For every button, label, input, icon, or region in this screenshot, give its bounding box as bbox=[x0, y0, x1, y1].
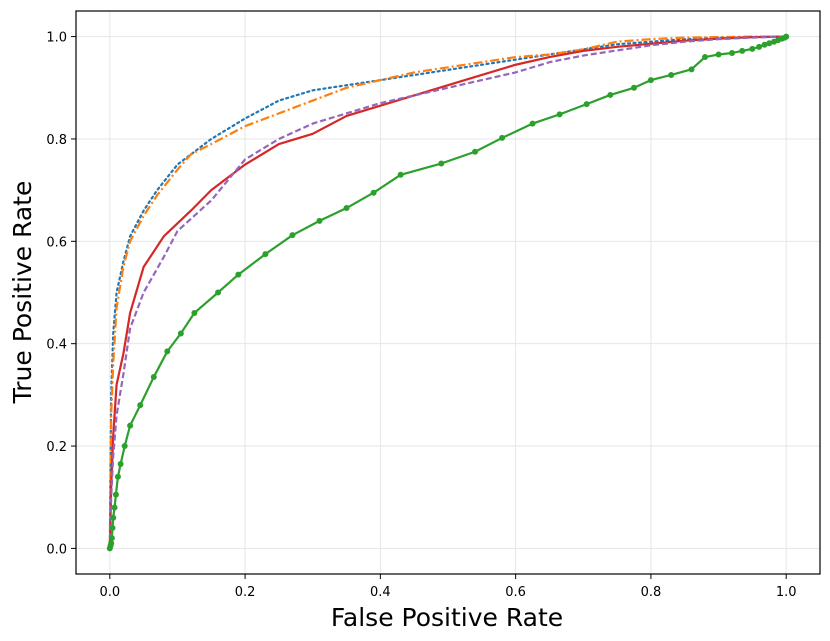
roc-series-5-point bbox=[121, 443, 128, 450]
frame-layer bbox=[75, 10, 821, 575]
roc-series-line-2 bbox=[108, 35, 787, 549]
roc-series-5-point bbox=[702, 54, 709, 61]
roc-series-line-1 bbox=[108, 35, 788, 550]
roc-series-5-point bbox=[647, 77, 654, 84]
y-tick-label: 0.8 bbox=[46, 133, 67, 148]
y-tick-label: 0.6 bbox=[46, 235, 67, 250]
roc-series-5-point bbox=[137, 402, 144, 409]
roc-series-5-point bbox=[715, 51, 722, 58]
roc-series-5-point bbox=[668, 71, 675, 78]
roc-series-5-point bbox=[749, 45, 756, 52]
roc-series-5-point bbox=[499, 134, 506, 141]
y-tick-label: 0.2 bbox=[46, 440, 67, 455]
roc-series-line-3 bbox=[108, 35, 787, 549]
roc-series-5-point bbox=[316, 217, 323, 224]
roc-series-5-point bbox=[529, 120, 536, 127]
roc-series-5-point bbox=[215, 289, 222, 296]
roc-series-5-point bbox=[583, 101, 590, 108]
x-tick-label: 1.0 bbox=[776, 585, 797, 600]
roc-series-5-point bbox=[164, 348, 171, 355]
roc-series-5-point bbox=[766, 40, 773, 47]
roc-series-5-point bbox=[370, 189, 377, 196]
roc-series-5-point bbox=[109, 524, 116, 531]
x-axis-title: False Positive Rate bbox=[331, 603, 563, 632]
roc-series-5-point bbox=[127, 422, 134, 429]
roc-series-5-point bbox=[114, 473, 121, 480]
roc-series-5-point bbox=[117, 460, 124, 467]
roc-series-5-point bbox=[262, 251, 269, 258]
roc-series-5-point bbox=[108, 540, 115, 547]
roc-series-5-point bbox=[177, 330, 184, 337]
roc-series-5-point bbox=[235, 271, 242, 278]
ticks-layer: 0.0 0.2 0.4 0.6 0.8 1.0 0.0 0.2 0.4 0.6 0.8 1.0 bbox=[46, 31, 796, 600]
roc-series-5-point bbox=[397, 171, 404, 178]
x-tick-label: 0.8 bbox=[641, 585, 662, 600]
roc-series-5-point bbox=[438, 160, 445, 167]
roc-series-5-point bbox=[739, 47, 746, 54]
y-tick-label: 1.0 bbox=[46, 31, 67, 46]
roc-series-5-point bbox=[343, 205, 350, 212]
roc-series-line-4 bbox=[108, 35, 787, 549]
roc-series-5-point bbox=[150, 373, 157, 380]
roc-series-5-point bbox=[289, 232, 296, 239]
roc-series-5-point bbox=[112, 491, 119, 498]
roc-series-5-point bbox=[688, 66, 695, 73]
roc-series-5-point bbox=[631, 84, 637, 91]
roc-series-5-point bbox=[108, 535, 115, 542]
roc-series-5-point bbox=[111, 504, 118, 511]
y-tick-label: 0.0 bbox=[46, 542, 67, 557]
roc-series-5-point bbox=[729, 49, 736, 56]
y-tick-label: 0.4 bbox=[46, 338, 67, 353]
roc-series-5-point bbox=[110, 514, 117, 521]
roc-series-5-point bbox=[783, 33, 790, 40]
roc-series-5-point bbox=[761, 41, 768, 48]
x-tick-label: 0.4 bbox=[370, 585, 391, 600]
plot-frame bbox=[75, 10, 821, 575]
roc-series-5-point bbox=[756, 43, 763, 50]
x-tick-label: 0.2 bbox=[235, 585, 256, 600]
roc-series-5-point bbox=[607, 91, 614, 98]
roc-series-5-point bbox=[556, 111, 563, 118]
grid-layer bbox=[76, 11, 820, 574]
y-axis-title: True Positive Rate bbox=[8, 181, 37, 405]
x-tick-label: 0.6 bbox=[505, 585, 526, 600]
roc-series-5-point bbox=[191, 309, 198, 316]
series-layer bbox=[106, 33, 790, 552]
roc-series-5-point bbox=[472, 148, 479, 155]
x-tick-label: 0.0 bbox=[99, 585, 120, 600]
roc-series-line-5 bbox=[108, 35, 787, 549]
